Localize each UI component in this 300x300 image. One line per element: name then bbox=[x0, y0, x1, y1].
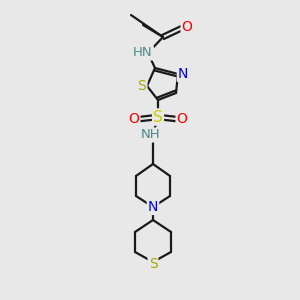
Text: S: S bbox=[138, 79, 146, 93]
Text: O: O bbox=[129, 112, 140, 126]
Text: S: S bbox=[148, 257, 158, 271]
Text: O: O bbox=[182, 20, 192, 34]
Text: O: O bbox=[177, 112, 188, 126]
Text: HN: HN bbox=[133, 46, 153, 59]
Text: N: N bbox=[148, 200, 158, 214]
Text: S: S bbox=[153, 110, 163, 124]
Text: NH: NH bbox=[141, 128, 161, 142]
Text: N: N bbox=[178, 67, 188, 81]
